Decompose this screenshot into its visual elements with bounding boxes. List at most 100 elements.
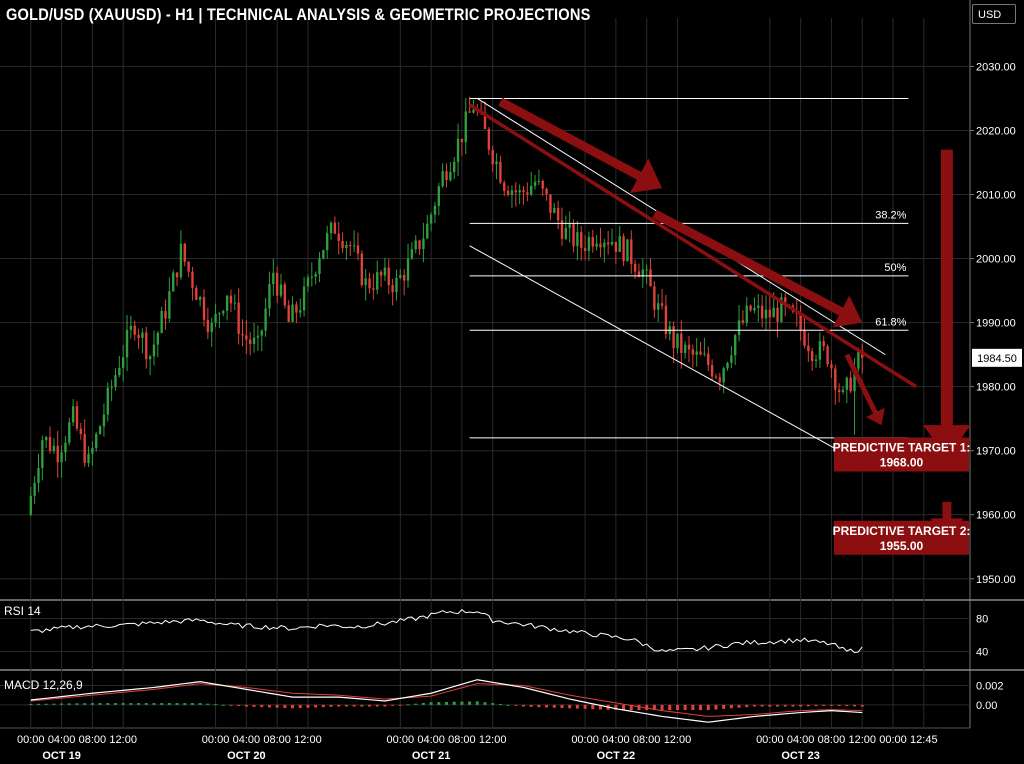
candle-body <box>302 286 306 311</box>
candle-body <box>460 138 464 143</box>
macd-histogram-bar <box>629 704 633 711</box>
price-tick-label: 2020.00 <box>976 125 1016 137</box>
candle-body <box>730 355 733 363</box>
candle-body <box>472 109 475 113</box>
macd-histogram-bar <box>560 704 564 709</box>
macd-histogram-bar <box>167 703 171 705</box>
candle-body <box>568 224 571 228</box>
candle-body <box>572 224 575 247</box>
fib-level-label: 50% <box>884 262 906 274</box>
price-tick-label: 1980.00 <box>976 382 1016 394</box>
candle-body <box>125 329 129 358</box>
candle-body <box>529 185 533 195</box>
macd-level-label: 0.002 <box>976 681 1004 693</box>
candle-body <box>256 335 260 338</box>
candle-body <box>441 171 444 187</box>
candle-body <box>245 335 248 340</box>
time-tick-label: 12:00 <box>479 734 507 746</box>
macd-histogram-bar <box>452 701 456 705</box>
rsi-line <box>30 608 863 654</box>
macd-histogram-bar <box>375 704 379 707</box>
price-tick-label: 2010.00 <box>976 190 1016 202</box>
candle-body <box>48 437 52 452</box>
price-tick-label: 1990.00 <box>976 318 1016 330</box>
macd-histogram-bar <box>806 704 810 707</box>
macd-histogram-bar <box>344 704 348 707</box>
candle-body <box>95 433 98 449</box>
target-label: PREDICTIVE TARGET 2: <box>833 524 971 538</box>
candle-body <box>68 422 71 443</box>
candle-body <box>799 313 802 330</box>
candle-body <box>464 111 467 143</box>
candle-body <box>356 245 360 254</box>
macd-histogram-bar <box>190 703 194 705</box>
candle-body <box>533 181 537 186</box>
candle-body <box>52 445 56 452</box>
macd-histogram-bar <box>645 704 649 711</box>
macd-line <box>30 679 863 723</box>
candle-body <box>218 313 221 315</box>
macd-histogram-bar <box>229 704 233 706</box>
candle-body <box>514 190 517 193</box>
time-tick-label: 04:00 <box>417 734 445 746</box>
day-label: OCT 20 <box>227 750 266 762</box>
macd-histogram-bar <box>683 704 687 711</box>
day-label: OCT 23 <box>781 750 820 762</box>
candle-body <box>580 232 583 248</box>
candle-body <box>745 305 748 323</box>
candle-body <box>456 138 460 162</box>
candle-body <box>691 349 695 355</box>
candle-body <box>352 245 356 247</box>
candle-body <box>137 334 140 338</box>
candle-body <box>483 112 487 130</box>
candle-body <box>433 205 437 215</box>
candle-body <box>772 307 775 318</box>
candle-body <box>391 285 394 293</box>
candle-body <box>249 339 252 344</box>
target-box <box>834 437 969 472</box>
candle-body <box>753 307 756 311</box>
candle-body <box>64 442 67 453</box>
candle-body <box>410 249 414 259</box>
candle-body <box>225 295 229 311</box>
currency-selector[interactable]: USD <box>972 4 1016 24</box>
macd-histogram-bar <box>814 704 818 707</box>
candle-body <box>156 333 160 345</box>
candle-body <box>87 453 90 464</box>
price-tick-label: 2030.00 <box>976 61 1016 73</box>
candle-body <box>699 351 702 355</box>
candle-body <box>583 247 587 252</box>
candle-body <box>510 190 514 195</box>
price-tick-label: 1960.00 <box>976 510 1016 522</box>
candle-body <box>71 406 75 423</box>
candle-body <box>29 495 32 515</box>
candle-body <box>395 277 398 293</box>
time-tick-label: 04:00 <box>787 734 815 746</box>
candle-body <box>283 284 287 306</box>
macd-histogram-bar <box>529 704 533 707</box>
macd-histogram-bar <box>729 704 733 709</box>
candle-body <box>830 364 833 369</box>
candle-body <box>379 271 383 276</box>
macd-histogram-bar <box>545 704 549 708</box>
macd-histogram-bar <box>537 704 541 708</box>
candle-body <box>75 406 79 429</box>
time-tick-label: 04:00 <box>602 734 630 746</box>
candle-body <box>599 243 602 248</box>
candle-body <box>279 284 283 296</box>
macd-histogram-bar <box>637 704 641 711</box>
candle-body <box>826 346 829 365</box>
candle-body <box>818 341 822 360</box>
candle-body <box>810 351 814 361</box>
candle-body <box>537 180 541 182</box>
macd-histogram-bar <box>860 704 864 707</box>
candle-body <box>191 271 194 288</box>
candle-body <box>429 214 433 224</box>
candle-body <box>148 356 152 360</box>
macd-histogram-bar <box>137 703 141 705</box>
macd-histogram-bar <box>67 703 71 705</box>
candle-body <box>210 322 213 332</box>
macd-histogram-bar <box>429 702 433 705</box>
rsi-label: RSI 14 <box>4 604 41 618</box>
